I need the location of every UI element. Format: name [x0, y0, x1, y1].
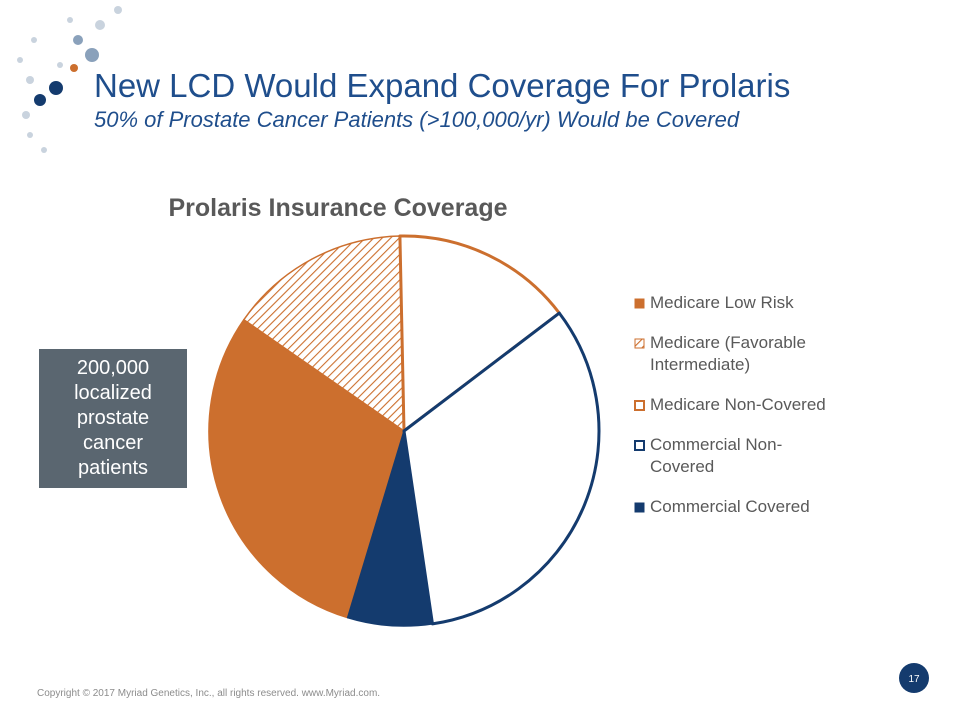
pie-slice	[243, 235, 405, 432]
page-number: 17	[908, 674, 920, 685]
legend-swatch	[634, 502, 645, 513]
legend-label: Medicare (Favorable Intermediate)	[650, 333, 806, 374]
legend-swatch	[634, 440, 645, 451]
legend-swatch	[634, 400, 645, 411]
legend-item: Commercial Non-Covered	[634, 434, 834, 478]
copyright: Copyright © 2017 Myriad Genetics, Inc., …	[37, 688, 380, 699]
legend-label: Medicare Low Risk	[650, 293, 794, 312]
slide-subtitle: 50% of Prostate Cancer Patients (>100,00…	[94, 107, 740, 132]
slide-title: New LCD Would Expand Coverage For Prolar…	[94, 67, 790, 104]
pie-slice	[398, 234, 561, 433]
legend-swatch	[634, 298, 645, 309]
callout-text: 200,000 localized prostate cancer patien…	[74, 357, 152, 479]
pie	[208, 234, 601, 627]
legend-label: Commercial Non-Covered	[650, 435, 783, 476]
legend-item: Medicare Non-Covered	[634, 394, 834, 416]
pie-slice	[346, 430, 434, 627]
legend-item: Medicare (Favorable Intermediate)	[634, 332, 834, 376]
chart-title: Prolaris Insurance Coverage	[168, 194, 507, 222]
pie-slice	[402, 311, 601, 626]
pie-slice	[208, 318, 405, 619]
page-badge	[899, 663, 929, 693]
legend-item: Commercial Covered	[634, 496, 834, 518]
legend-label: Commercial Covered	[650, 497, 810, 516]
logo-dots	[17, 6, 122, 153]
legend: Medicare Low Risk Medicare (Favorable Int…	[634, 292, 834, 518]
legend-item: Medicare Low Risk	[634, 292, 834, 314]
legend-swatch	[634, 338, 645, 349]
callout-box: 200,000 localized prostate cancer patien…	[39, 349, 187, 488]
legend-label: Medicare Non-Covered	[650, 395, 826, 414]
